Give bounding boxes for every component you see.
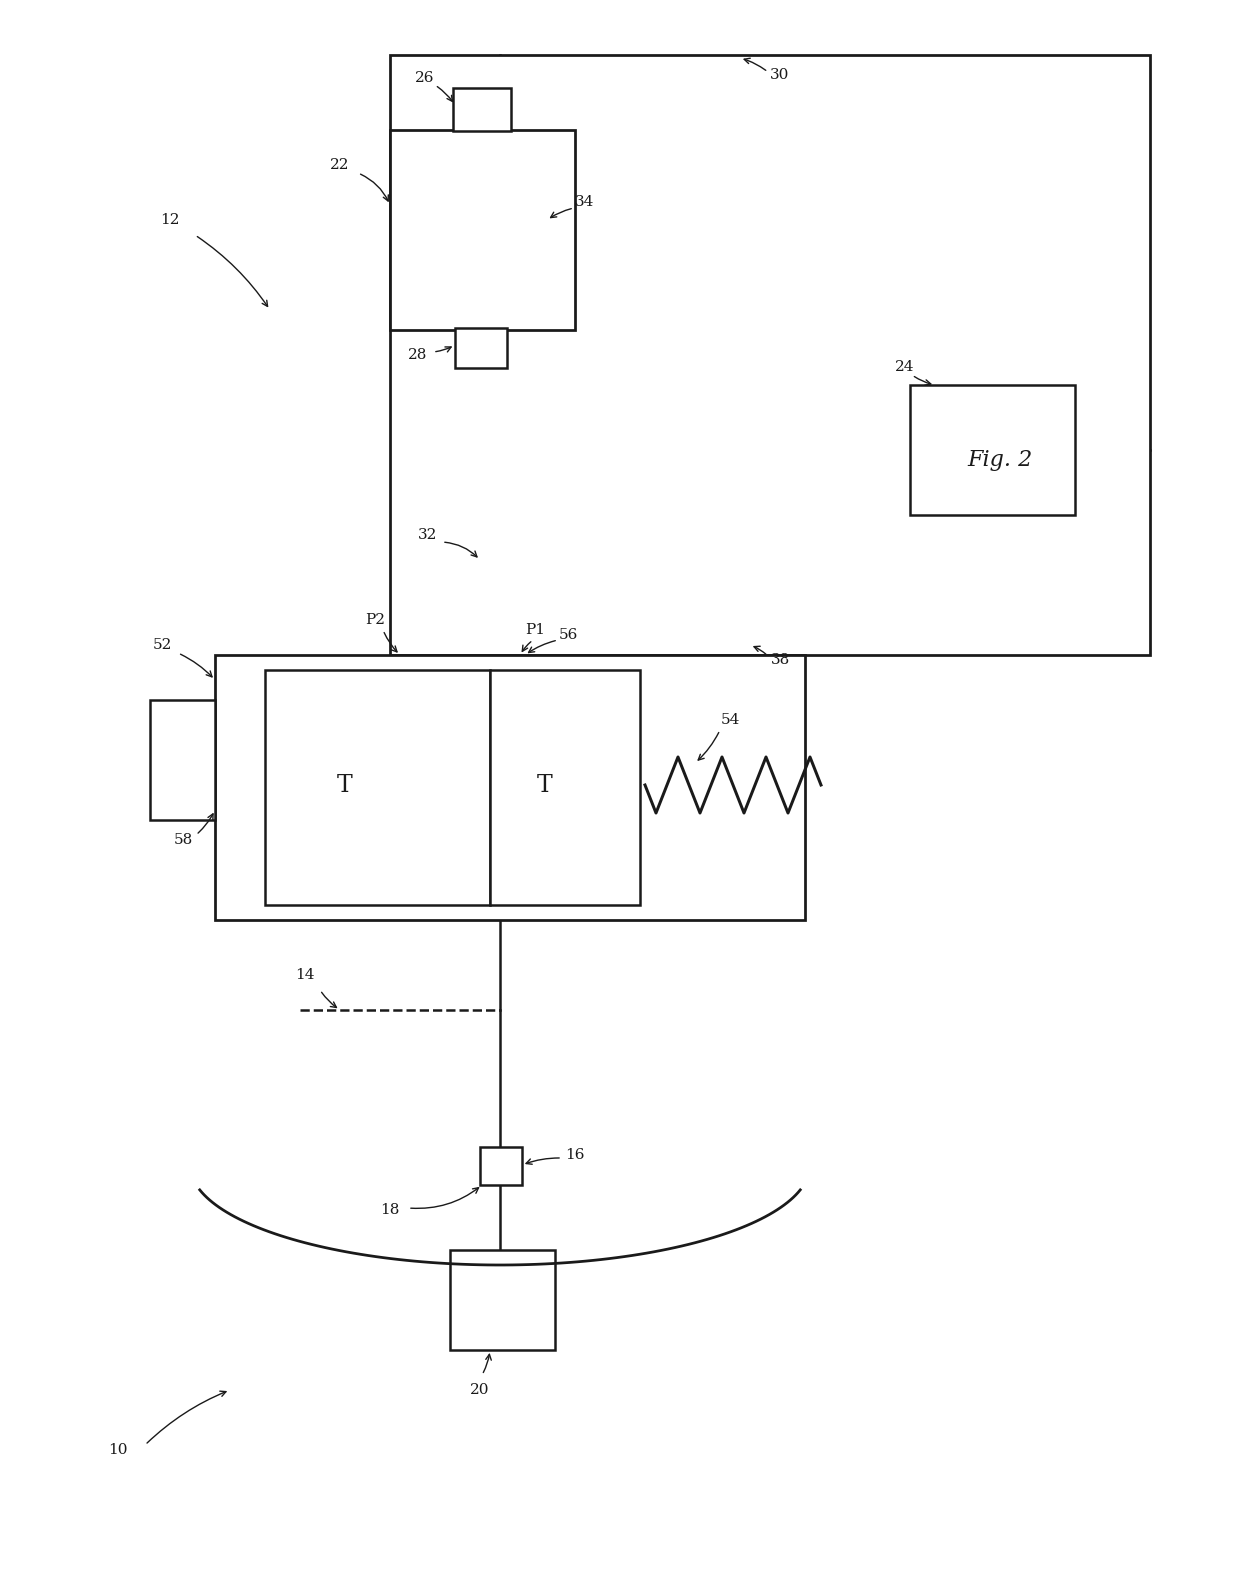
Text: 34: 34	[575, 196, 595, 210]
Text: Fig. 2: Fig. 2	[967, 449, 1033, 472]
Text: 32: 32	[418, 528, 438, 542]
Text: 16: 16	[565, 1148, 585, 1162]
Text: T: T	[537, 773, 553, 796]
Text: 12: 12	[160, 213, 180, 227]
Bar	[453, 88, 511, 131]
Text: 52: 52	[153, 639, 171, 651]
Bar	[455, 328, 507, 367]
Text: 30: 30	[770, 68, 790, 82]
Text: 56: 56	[558, 628, 578, 642]
Bar	[910, 385, 1075, 516]
Bar	[265, 670, 490, 905]
Text: 54: 54	[720, 713, 740, 727]
Text: 20: 20	[470, 1383, 490, 1397]
Bar	[480, 1146, 522, 1184]
Text: 38: 38	[770, 653, 790, 667]
Text: 14: 14	[295, 968, 315, 982]
Bar	[391, 129, 575, 330]
Text: T: T	[337, 773, 353, 796]
Bar	[391, 55, 1149, 654]
Bar	[150, 700, 215, 820]
Text: 26: 26	[415, 71, 435, 85]
Text: 18: 18	[381, 1203, 399, 1217]
Bar	[450, 1251, 556, 1350]
Text: P2: P2	[365, 613, 384, 628]
Bar	[215, 654, 805, 919]
Text: 24: 24	[895, 360, 915, 374]
Text: 10: 10	[108, 1443, 128, 1457]
Text: 28: 28	[408, 349, 428, 363]
Text: P1: P1	[525, 623, 546, 637]
Bar	[490, 670, 640, 905]
Text: 22: 22	[330, 158, 350, 172]
Text: 58: 58	[174, 833, 192, 847]
